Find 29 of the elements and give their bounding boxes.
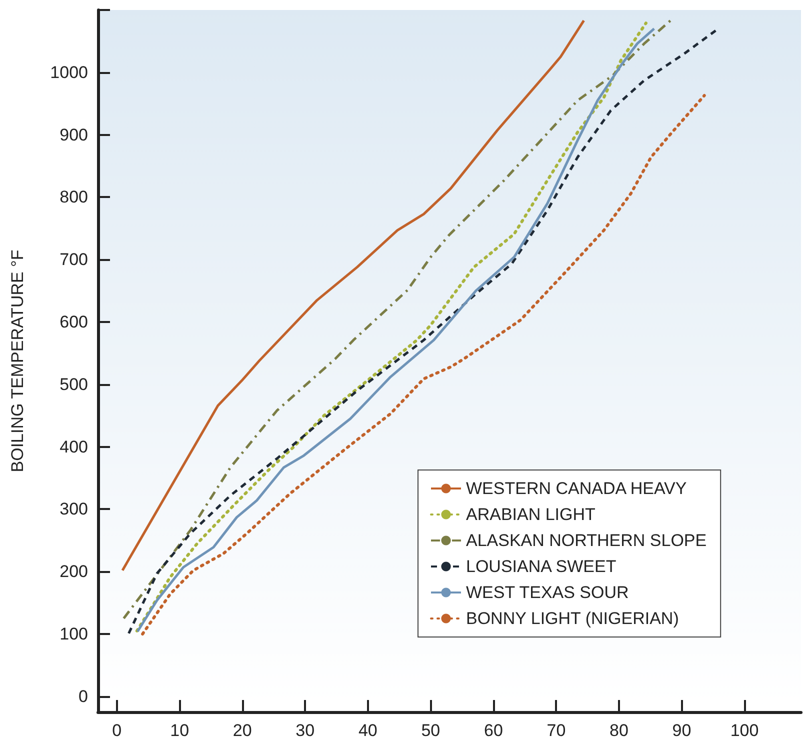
y-tick-label: 900 <box>60 125 88 144</box>
x-tick-label: 60 <box>484 721 503 740</box>
x-tick-label: 90 <box>672 721 692 740</box>
legend-label: ALASKAN NORTHERN SLOPE <box>466 531 707 550</box>
legend-label: LOUSIANA SWEET <box>466 557 616 576</box>
x-tick-label: 80 <box>610 721 628 740</box>
y-tick-label: 1000 <box>50 62 88 82</box>
x-tick-label: 100 <box>730 721 759 740</box>
x-tick-label: 50 <box>421 721 440 740</box>
legend-label: WEST TEXAS SOUR <box>466 583 629 602</box>
y-tick-label: 0 <box>78 686 88 706</box>
y-tick-label: 200 <box>60 562 88 582</box>
y-tick-label: 100 <box>60 624 88 644</box>
x-tick-label: 70 <box>546 721 566 740</box>
x-tick-label: 20 <box>232 721 252 740</box>
x-tick-label: 0 <box>112 721 122 740</box>
y-tick-label: 300 <box>60 500 88 519</box>
legend-label: BONNY LIGHT (NIGERIAN) <box>466 609 679 628</box>
legend-label: WESTERN CANADA HEAVY <box>466 479 687 498</box>
y-axis-title: BOILING TEMPERATURE °F <box>8 250 27 472</box>
y-tick-label: 800 <box>60 188 88 207</box>
legend-label: ARABIAN LIGHT <box>466 505 596 524</box>
x-tick-label: 40 <box>358 721 378 740</box>
x-tick-label: 10 <box>170 721 190 740</box>
y-tick-label: 600 <box>60 312 88 332</box>
y-tick-label: 500 <box>60 374 88 394</box>
x-tick-label: 30 <box>296 721 315 740</box>
y-tick-label: 700 <box>60 250 88 270</box>
y-tick-label: 400 <box>60 437 88 456</box>
